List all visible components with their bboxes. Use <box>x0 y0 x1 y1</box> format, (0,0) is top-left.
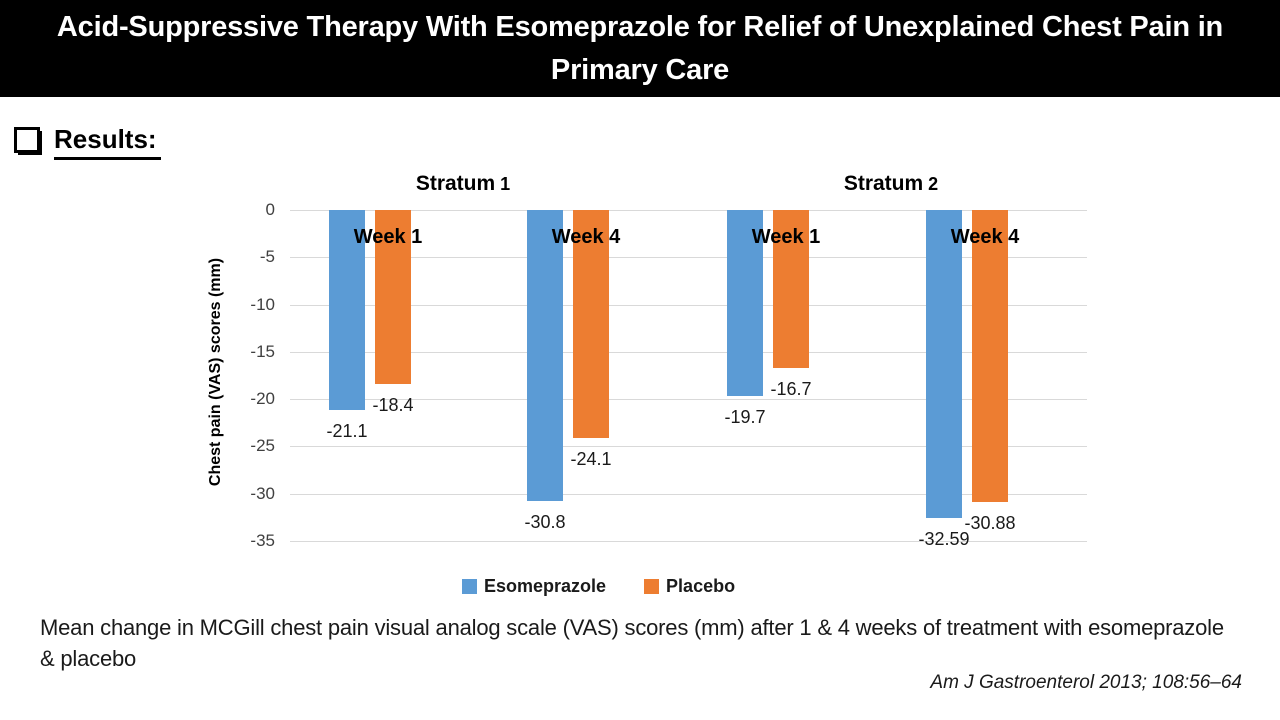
y-tick-label: -15 <box>250 341 275 361</box>
week-label-group3: Week 1 <box>751 226 821 248</box>
legend-label: Placebo <box>666 576 736 596</box>
bar-value-label: -30.8 <box>524 512 566 533</box>
week-label-group4: Week 4 <box>950 226 1020 248</box>
stratum-title-text: Stratum <box>415 172 496 195</box>
gridline <box>290 540 1087 542</box>
bar-placebo-group4 <box>972 210 1008 503</box>
bar-esomeprazole-group1 <box>329 210 365 410</box>
bar-value-label: -30.88 <box>964 513 1016 534</box>
bar-esomeprazole-group2 <box>527 210 563 502</box>
bar-value-label: -21.1 <box>326 420 368 441</box>
gridline <box>290 493 1087 495</box>
bar-esomeprazole-group4 <box>926 210 962 519</box>
gridline <box>290 257 1087 259</box>
gridline <box>290 351 1087 353</box>
week-label-group1: Week 1 <box>353 226 423 248</box>
week-label-group2: Week 4 <box>551 226 621 248</box>
y-tick-label: -35 <box>250 530 275 550</box>
square-bullet-icon <box>14 127 40 153</box>
bar-esomeprazole-group3 <box>727 210 763 397</box>
citation: Am J Gastroenterol 2013; 108:56–64 <box>930 672 1242 693</box>
bar-placebo-group1 <box>375 210 411 384</box>
y-tick-label: -5 <box>259 247 275 267</box>
bar-value-label: -19.7 <box>724 407 766 428</box>
bar-value-label: -18.4 <box>372 395 414 415</box>
gridline <box>290 210 1087 211</box>
stratum-title-text: Stratum <box>843 172 924 195</box>
stratum-title-1: Stratum 1 <box>416 172 510 196</box>
slide-title: Acid-Suppressive Therapy With Esomeprazo… <box>56 11 1224 86</box>
legend-label: Esomeprazole <box>484 576 607 596</box>
bar-value-label: -32.59 <box>918 529 970 550</box>
stratum-title-number: 1 <box>495 174 511 194</box>
y-tick-label: -20 <box>250 389 275 409</box>
results-heading-label: Results: <box>54 124 161 160</box>
stratum-title-2: Stratum 2 <box>844 172 938 196</box>
title-bar: Acid-Suppressive Therapy With Esomeprazo… <box>0 0 1280 97</box>
legend-item-placebo: Placebo <box>644 576 735 597</box>
chart-caption: Mean change in MCGill chest pain visual … <box>40 615 1224 671</box>
legend-item-esomeprazole: Esomeprazole <box>462 576 606 597</box>
legend-swatch-icon <box>644 579 660 594</box>
gridline <box>290 304 1087 306</box>
bar-value-label: -24.1 <box>570 448 612 469</box>
legend: Esomeprazole Placebo <box>462 576 735 597</box>
gridline <box>290 446 1087 448</box>
y-tick-label: 0 <box>265 200 275 219</box>
y-tick-label: -10 <box>250 294 275 314</box>
y-tick-label: -25 <box>250 436 275 456</box>
stratum-title-number: 2 <box>923 174 939 194</box>
y-tick-label: -30 <box>250 483 275 503</box>
bar-value-label: -16.7 <box>770 378 812 399</box>
gridline <box>290 399 1087 401</box>
legend-swatch-icon <box>462 579 477 594</box>
bar-placebo-group2 <box>573 210 609 438</box>
results-heading: Results: <box>14 124 161 160</box>
bar-placebo-group3 <box>773 210 809 368</box>
